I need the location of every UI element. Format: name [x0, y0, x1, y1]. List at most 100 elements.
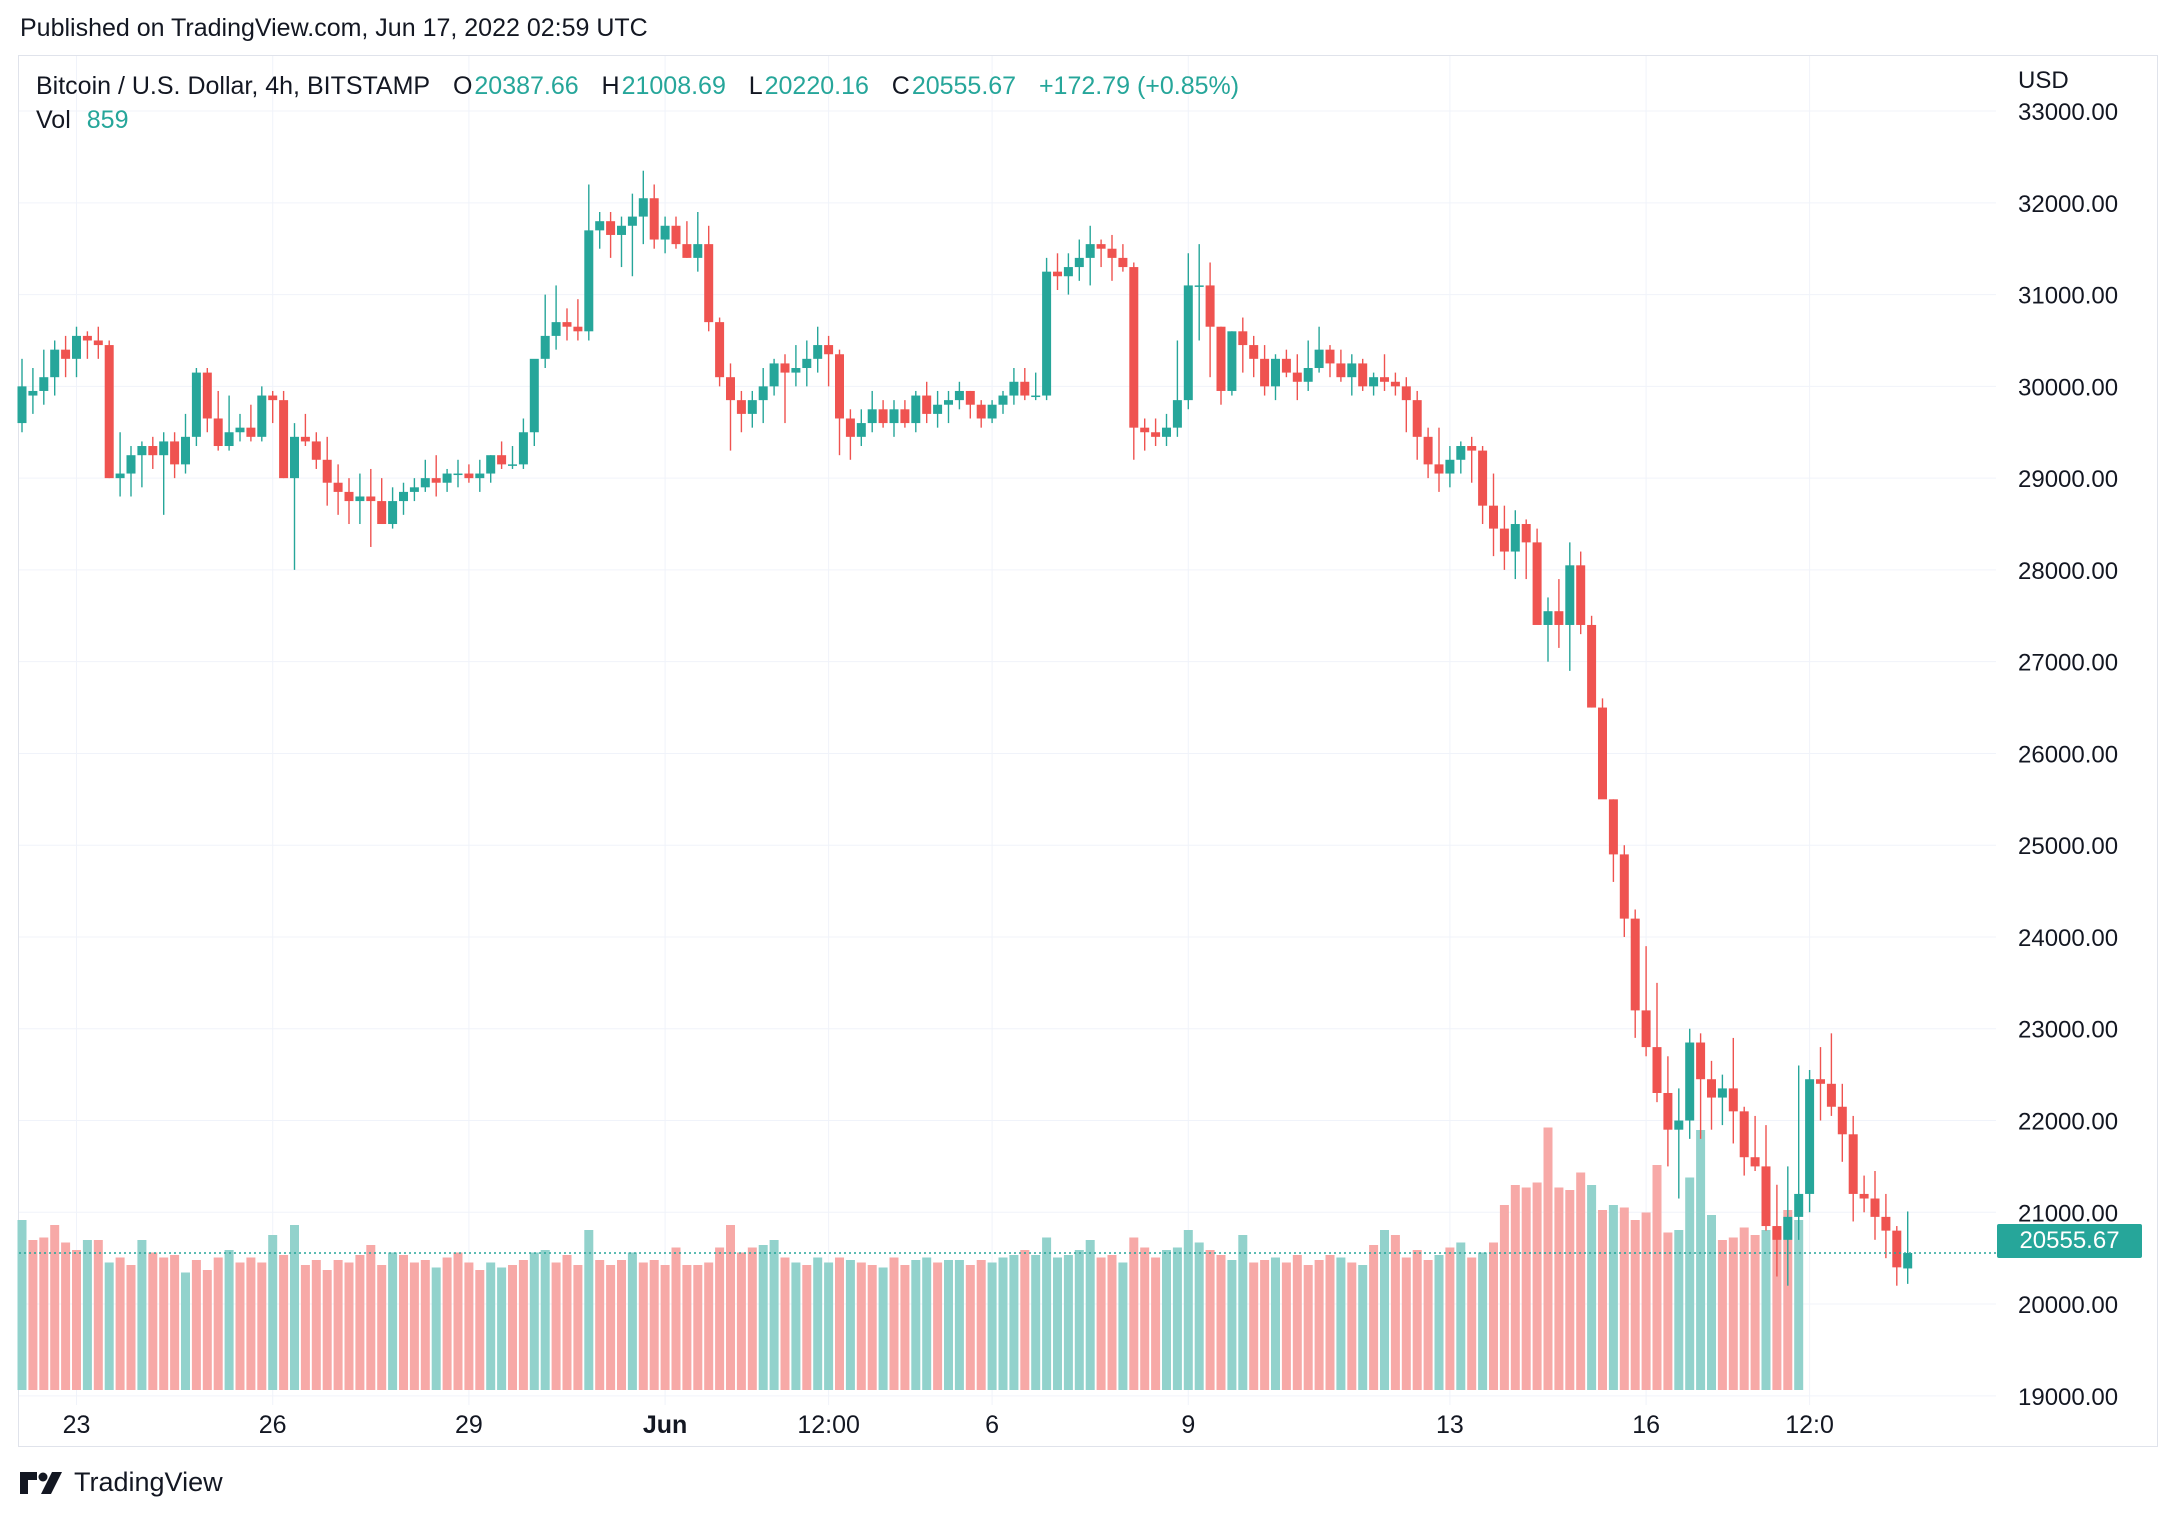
candle-body [1510, 524, 1520, 552]
candle-body [1499, 528, 1509, 552]
y-tick-label: 20000.00 [2018, 1292, 2118, 1319]
candle-body [878, 409, 888, 424]
volume-bar [1641, 1212, 1651, 1390]
candle-body [1249, 345, 1259, 359]
candle-body [922, 395, 932, 414]
volume-bar [1096, 1257, 1106, 1390]
candle-body [475, 473, 485, 479]
candle-body [355, 496, 365, 502]
volume-bar [660, 1265, 670, 1390]
candle-body [1870, 1198, 1880, 1217]
tradingview-logo-icon [20, 1471, 62, 1494]
candle-body [181, 436, 190, 465]
x-tick-label: Jun [643, 1411, 687, 1439]
candle-body [1172, 400, 1182, 428]
candle-body [835, 354, 844, 419]
candle-body [333, 482, 343, 492]
candle-body [257, 395, 267, 437]
chart-frame [18, 55, 2158, 1447]
y-tick-label: 24000.00 [2018, 925, 2118, 952]
candle-body [769, 363, 779, 387]
candle-body [824, 345, 834, 355]
x-tick-label: 6 [985, 1411, 999, 1439]
candle-body [1151, 432, 1161, 437]
volume-bar [1347, 1262, 1357, 1390]
candle-body [1532, 542, 1542, 625]
volume-bar [1292, 1255, 1302, 1390]
volume-label[interactable]: Vol [36, 106, 71, 134]
candle-body [170, 441, 180, 465]
volume-bar [1238, 1235, 1248, 1390]
volume-bar [1565, 1190, 1575, 1390]
volume-bar [1074, 1250, 1084, 1390]
symbol-title[interactable]: Bitcoin / U.S. Dollar, 4h, BITSTAMP [36, 72, 431, 100]
volume-bar [1227, 1260, 1237, 1390]
candle-body [682, 244, 692, 258]
volume-bar [649, 1260, 659, 1390]
volume-bar [170, 1255, 180, 1390]
candle-body [518, 432, 528, 465]
volume-bar [1423, 1260, 1433, 1390]
volume-bar [39, 1237, 49, 1390]
volume-bar [802, 1265, 812, 1390]
candle-body [1608, 799, 1618, 855]
candle-body [279, 400, 289, 479]
candle-body [399, 491, 408, 502]
volume-bar [1031, 1255, 1041, 1390]
volume-value: 859 [86, 106, 129, 134]
volume-bar [1118, 1262, 1128, 1390]
candle-body [1674, 1120, 1684, 1130]
candle-body [1685, 1042, 1695, 1121]
low-label: L [748, 72, 763, 100]
volume-bar [617, 1260, 626, 1390]
volume-bar [1728, 1237, 1738, 1390]
candle-body [1063, 267, 1073, 277]
volume-bar [540, 1250, 550, 1390]
footer: TradingView [20, 1467, 223, 1498]
candle-body [780, 363, 790, 373]
candle-body [1053, 271, 1062, 277]
candle-body [126, 455, 136, 474]
volume-bar [1194, 1242, 1204, 1390]
volume-bar [813, 1257, 823, 1390]
y-tick-label: 21000.00 [2018, 1200, 2118, 1227]
volume-bar [1478, 1252, 1488, 1390]
candle-body [39, 377, 49, 391]
volume-bar [769, 1240, 779, 1390]
volume-bar [1020, 1250, 1030, 1390]
candle-body [595, 221, 605, 231]
volume-bar [1412, 1250, 1422, 1390]
volume-bar [1281, 1262, 1291, 1390]
change-value: +172.79 (+0.85%) [1038, 72, 1240, 100]
volume-bar [998, 1257, 1008, 1390]
candle-body [1390, 381, 1400, 387]
volume-bar [1608, 1205, 1618, 1390]
volume-bar [1271, 1257, 1280, 1390]
volume-bar [1325, 1255, 1335, 1390]
candle-body [704, 244, 714, 323]
candle-body [1761, 1166, 1771, 1227]
candle-body [497, 455, 507, 465]
ohlc-legend: Bitcoin / U.S. Dollar, 4h, BITSTAMP O203… [36, 72, 1241, 101]
x-tick-label: 23 [63, 1411, 91, 1439]
candle-body [660, 225, 670, 240]
brand-name[interactable]: TradingView [74, 1467, 223, 1497]
y-tick-label: 28000.00 [2018, 558, 2118, 585]
volume-bar [1336, 1257, 1346, 1390]
y-tick-label: 22000.00 [2018, 1109, 2118, 1136]
volume-bar [344, 1262, 354, 1390]
candle-body [540, 335, 550, 359]
volume-bar [431, 1267, 441, 1390]
volume-bar [257, 1262, 267, 1390]
candle-body [104, 345, 114, 479]
volume-bar [1129, 1237, 1139, 1390]
volume-bar [1696, 1130, 1706, 1390]
candle-body [944, 400, 953, 405]
volume-bar [50, 1225, 60, 1390]
volume-bar [1521, 1187, 1531, 1390]
close-value: 20555.67 [911, 72, 1017, 100]
y-tick-label: 23000.00 [2018, 1017, 2118, 1044]
candle-body [1543, 611, 1553, 625]
volume-bar [268, 1235, 278, 1390]
